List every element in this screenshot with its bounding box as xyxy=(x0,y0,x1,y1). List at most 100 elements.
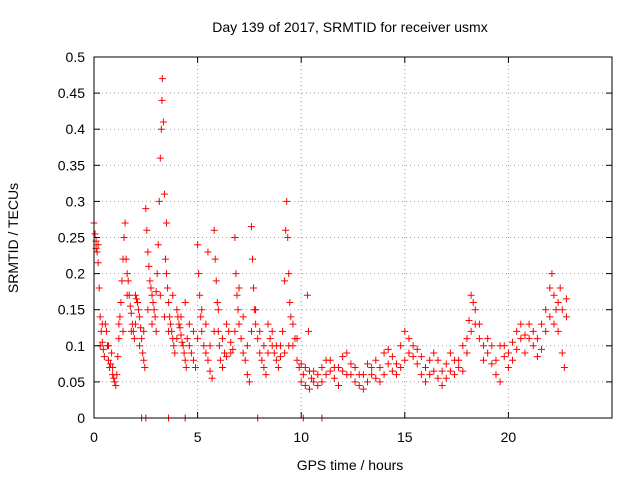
x-axis-label: GPS time / hours xyxy=(297,457,404,473)
data-point xyxy=(525,335,533,343)
data-point xyxy=(558,306,566,314)
data-point xyxy=(480,342,488,350)
data-point xyxy=(401,356,409,364)
y-tick-label: 0.3 xyxy=(66,193,86,209)
data-point xyxy=(310,378,318,386)
data-point xyxy=(144,248,152,256)
data-point xyxy=(185,342,193,350)
data-point xyxy=(538,345,546,353)
data-point xyxy=(212,277,220,285)
data-point xyxy=(206,342,214,350)
data-point xyxy=(171,349,179,357)
data-point xyxy=(130,335,138,343)
data-point xyxy=(546,313,554,321)
data-point xyxy=(409,342,417,350)
data-point xyxy=(189,327,197,335)
data-point xyxy=(281,349,289,357)
y-tick-label: 0.05 xyxy=(58,374,85,390)
data-point xyxy=(107,360,115,368)
data-point xyxy=(384,360,392,368)
data-point xyxy=(197,313,205,321)
data-point xyxy=(159,118,167,126)
data-point xyxy=(132,295,140,303)
data-point xyxy=(126,302,134,310)
data-point xyxy=(558,349,566,357)
data-point xyxy=(204,248,212,256)
data-point xyxy=(310,367,318,375)
data-point xyxy=(147,284,155,292)
data-point xyxy=(109,363,117,371)
data-point xyxy=(233,291,241,299)
data-point xyxy=(538,320,546,328)
data-point xyxy=(165,298,173,306)
data-point xyxy=(405,335,413,343)
data-point xyxy=(156,154,164,162)
data-point xyxy=(158,75,166,83)
data-point xyxy=(148,291,156,299)
data-point xyxy=(274,363,282,371)
data-point xyxy=(252,320,260,328)
data-point xyxy=(262,371,270,379)
data-point xyxy=(326,367,334,375)
data-point xyxy=(295,363,303,371)
data-point xyxy=(163,219,171,227)
data-point xyxy=(140,327,148,335)
y-tick-label: 0 xyxy=(77,410,85,426)
data-point xyxy=(239,349,247,357)
y-tick-label: 0.4 xyxy=(66,121,86,137)
data-point xyxy=(434,356,442,364)
data-point xyxy=(422,378,430,386)
data-point xyxy=(492,356,500,364)
data-point xyxy=(163,270,171,278)
data-point xyxy=(469,298,477,306)
data-point xyxy=(231,234,239,241)
data-point xyxy=(264,320,272,328)
data-point xyxy=(552,306,560,314)
data-point xyxy=(152,327,160,335)
data-point xyxy=(152,288,160,296)
data-point xyxy=(442,360,450,368)
data-point xyxy=(533,353,541,361)
x-tick-label: 10 xyxy=(293,429,309,445)
data-point xyxy=(156,291,164,299)
y-tick-label: 0.35 xyxy=(58,157,85,173)
data-point xyxy=(513,327,521,335)
data-point xyxy=(223,320,231,328)
data-point xyxy=(256,349,264,357)
data-point xyxy=(227,349,235,357)
data-point xyxy=(517,335,525,343)
data-point xyxy=(405,349,413,357)
data-point xyxy=(446,349,454,357)
data-point xyxy=(200,342,208,350)
data-point xyxy=(334,382,342,390)
data-point xyxy=(304,327,312,335)
data-point xyxy=(178,338,186,346)
data-point xyxy=(521,349,529,357)
data-point xyxy=(455,363,463,371)
data-point xyxy=(173,306,181,314)
data-point xyxy=(213,298,221,306)
data-point xyxy=(144,306,152,314)
data-point xyxy=(430,349,438,357)
data-point xyxy=(116,313,124,321)
data-point xyxy=(359,385,367,393)
data-point xyxy=(96,313,104,321)
data-point xyxy=(351,378,359,386)
data-point xyxy=(438,367,446,375)
data-point xyxy=(550,291,558,299)
data-point xyxy=(210,226,218,234)
data-point xyxy=(142,205,150,213)
data-point xyxy=(181,356,189,364)
y-tick-label: 0.25 xyxy=(58,230,85,246)
y-tick-label: 0.45 xyxy=(58,85,85,101)
data-point xyxy=(471,306,479,314)
x-tick-label: 5 xyxy=(194,429,202,445)
data-point xyxy=(268,327,276,335)
data-point xyxy=(430,367,438,375)
data-point xyxy=(243,342,251,350)
data-point xyxy=(241,356,249,364)
data-point xyxy=(417,353,425,361)
data-point xyxy=(297,360,305,368)
data-point xyxy=(243,371,251,379)
data-point xyxy=(173,335,181,343)
